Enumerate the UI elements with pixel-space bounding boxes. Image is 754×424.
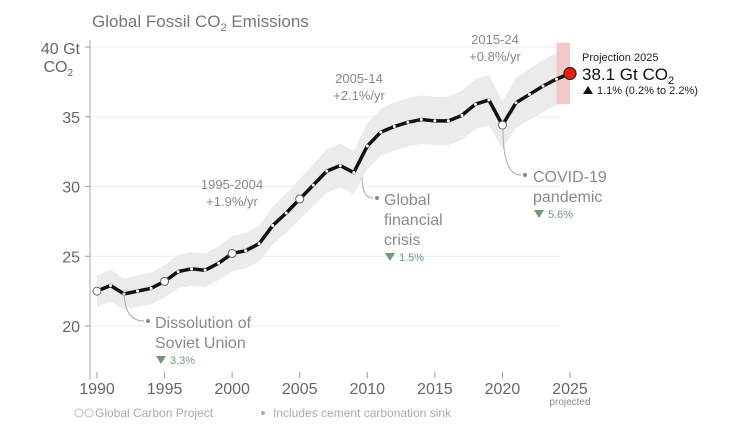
event-label: crisis <box>384 232 420 249</box>
x-tick-label: 2015 <box>417 381 453 398</box>
y-tick-label: 35 <box>62 110 80 127</box>
event-dot <box>146 319 150 323</box>
y-unit-label: 40 Gt <box>41 41 81 58</box>
cc-icon <box>74 408 84 418</box>
x-tick-label: 1995 <box>147 381 183 398</box>
projection-label: Projection 2025 <box>582 52 658 64</box>
x-tick-label: 2020 <box>485 381 521 398</box>
data-point <box>295 194 305 204</box>
growth-rate: +2.1%/yr <box>333 88 385 103</box>
event-drop: 3.3% <box>170 355 195 367</box>
data-point <box>311 183 315 187</box>
growth-period: 2015-24 <box>471 32 519 47</box>
data-point <box>487 98 491 102</box>
data-point <box>514 101 518 105</box>
data-point <box>541 84 545 88</box>
data-point <box>271 224 275 228</box>
event-leader <box>123 290 145 322</box>
data-point <box>203 268 207 272</box>
decrease-triangle-icon <box>156 356 166 364</box>
emissions-line <box>96 71 571 296</box>
event-label: Dissolution of <box>155 315 252 332</box>
decrease-triangle-icon <box>385 253 395 261</box>
data-point <box>554 77 558 81</box>
event-label: pandemic <box>533 189 602 206</box>
x-tick-label: 2000 <box>214 381 250 398</box>
event-dot <box>375 196 379 200</box>
data-point <box>527 92 531 96</box>
y-tick-label: 30 <box>62 180 80 197</box>
event-drop: 1.5% <box>399 252 424 264</box>
data-point <box>406 120 410 124</box>
data-point <box>433 119 437 123</box>
data-point <box>257 242 261 246</box>
y-tick-label: 20 <box>62 319 80 336</box>
footer-note: Includes cement carbonation sink <box>273 406 452 420</box>
x-tick-label: 2005 <box>282 381 318 398</box>
y-tick-label: 25 <box>62 249 80 266</box>
x-tick-label: 2010 <box>349 381 385 398</box>
data-point <box>149 286 153 290</box>
data-point <box>392 125 396 129</box>
chart-title: Global Fossil CO2 Emissions <box>92 12 309 34</box>
data-point <box>497 120 507 130</box>
data-point <box>176 270 180 274</box>
by-icon <box>84 408 94 418</box>
growth-period: 2005-14 <box>335 71 383 86</box>
projection-band <box>556 42 570 105</box>
data-point <box>325 169 329 173</box>
data-point <box>473 102 477 106</box>
data-point <box>109 284 113 288</box>
growth-rate: +0.8%/yr <box>469 49 521 64</box>
projection-value: 38.1 Gt CO2 <box>582 65 674 87</box>
projection-change: 1.1% (0.2% to 2.2%) <box>597 85 698 97</box>
event-dot <box>523 173 527 177</box>
data-point <box>217 261 221 265</box>
data-point <box>460 113 464 117</box>
event-label: Soviet Union <box>155 335 246 352</box>
separator-dot <box>261 411 265 415</box>
event-leader <box>361 177 374 199</box>
growth-period: 1995-2004 <box>201 177 263 192</box>
event-drop: 5.6% <box>548 209 573 221</box>
footer-credit: Global Carbon Project <box>95 406 214 420</box>
y-unit-label-2: CO2 <box>43 59 73 79</box>
increase-triangle-icon <box>583 86 593 94</box>
decrease-triangle-icon <box>534 210 544 218</box>
x-projected-note: projected <box>549 397 590 408</box>
data-point <box>365 144 369 148</box>
uncertainty-band <box>97 46 570 310</box>
event-label: COVID-19 <box>533 169 607 186</box>
data-point <box>338 164 342 168</box>
data-point <box>352 171 356 175</box>
data-point <box>244 249 248 253</box>
event-leader <box>502 130 522 176</box>
data-point <box>92 286 102 296</box>
data-point <box>227 248 237 258</box>
data-point <box>446 119 450 123</box>
event-label: Global <box>384 192 430 209</box>
x-tick-label: 2025 <box>552 381 588 398</box>
data-point <box>419 118 423 122</box>
data-point <box>160 276 170 286</box>
data-point <box>379 130 383 134</box>
projection-point <box>563 66 577 81</box>
data-point <box>136 289 140 293</box>
data-point <box>284 211 288 215</box>
data-point <box>190 267 194 271</box>
event-label: financial <box>384 212 443 229</box>
growth-rate: +1.9%/yr <box>206 194 258 209</box>
x-tick-label: 1990 <box>79 381 115 398</box>
